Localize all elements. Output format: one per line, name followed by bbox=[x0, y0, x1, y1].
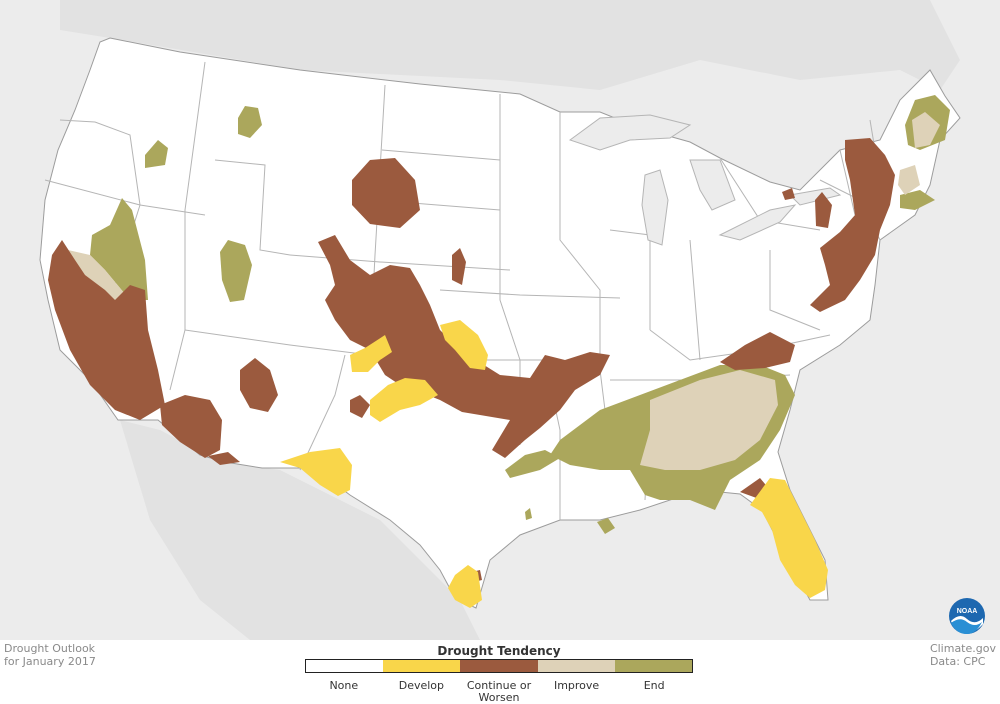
map-canvas bbox=[39, 0, 961, 640]
end-oregon bbox=[145, 140, 168, 168]
credits-data: Data: CPC bbox=[929, 655, 986, 668]
lake-superior bbox=[568, 114, 692, 151]
legend-swatch-continue bbox=[460, 660, 538, 672]
develop-nm-east bbox=[370, 378, 438, 422]
lake-michigan bbox=[641, 169, 669, 246]
continue-nevada bbox=[240, 358, 278, 412]
noaa-logo-text: NOAA bbox=[957, 608, 978, 615]
legend-label-improve: Improve bbox=[553, 679, 600, 692]
continue-california bbox=[48, 240, 165, 420]
continue-kansas-dot bbox=[350, 395, 370, 418]
develop-florida bbox=[750, 478, 828, 598]
end-louisiana-dot bbox=[597, 518, 615, 534]
legend-label-end: End bbox=[643, 679, 665, 692]
develop-texas-south bbox=[448, 565, 482, 608]
legend-swatch-improve bbox=[537, 660, 615, 672]
continue-arizona-south bbox=[160, 395, 222, 458]
caption-date: for January 2017 bbox=[4, 655, 96, 668]
legend-swatch-develop bbox=[383, 660, 461, 672]
legend-label-develop: Develop bbox=[398, 679, 445, 692]
caption-title: Drought Outlook bbox=[4, 642, 96, 655]
end-california-north bbox=[90, 198, 148, 300]
continue-tennessee bbox=[720, 332, 795, 370]
drought-regions bbox=[48, 95, 950, 608]
legend-label-none: None bbox=[329, 679, 359, 692]
canada-land bbox=[60, 0, 960, 90]
continue-northeast bbox=[810, 138, 895, 312]
region-develop bbox=[280, 320, 828, 608]
continue-wyoming bbox=[352, 158, 420, 228]
legend-label-continue: Continue or Worsen bbox=[466, 679, 532, 704]
improve-new-england bbox=[912, 112, 940, 148]
legend-swatch-none bbox=[306, 660, 384, 672]
develop-texas-west bbox=[280, 448, 352, 496]
improve-southeast bbox=[640, 370, 778, 470]
legend-swatch-end bbox=[614, 660, 693, 672]
mexico-land bbox=[120, 420, 480, 640]
map-caption: Drought Outlook for January 2017 bbox=[4, 642, 96, 668]
legend-color-bar bbox=[305, 659, 693, 673]
continue-nebraska bbox=[452, 248, 466, 285]
region-continue bbox=[48, 138, 895, 582]
end-southeast-2 bbox=[505, 450, 560, 478]
end-montana bbox=[238, 106, 262, 138]
continue-arizona-dot bbox=[208, 452, 240, 465]
end-utah bbox=[220, 240, 252, 302]
legend-title: Drought Tendency bbox=[437, 644, 561, 658]
credits-source: Climate.gov bbox=[929, 642, 996, 655]
map-credits: Climate.gov Data: CPC bbox=[930, 642, 996, 668]
end-mass bbox=[900, 190, 935, 210]
noaa-logo: NOAA bbox=[949, 598, 985, 634]
great-lakes bbox=[568, 114, 842, 246]
end-texas-dot bbox=[525, 508, 532, 520]
lake-ontario bbox=[788, 187, 842, 206]
develop-kansas bbox=[440, 320, 488, 370]
continue-ny-west bbox=[782, 188, 795, 200]
improve-mass bbox=[898, 165, 920, 195]
lake-erie bbox=[718, 204, 797, 241]
develop-nm-north bbox=[350, 335, 392, 372]
continue-plains bbox=[318, 235, 610, 458]
lake-huron bbox=[689, 159, 736, 211]
continue-pa bbox=[815, 192, 832, 228]
legend-labels: None Develop Continue or Worsen Improve … bbox=[305, 680, 693, 704]
